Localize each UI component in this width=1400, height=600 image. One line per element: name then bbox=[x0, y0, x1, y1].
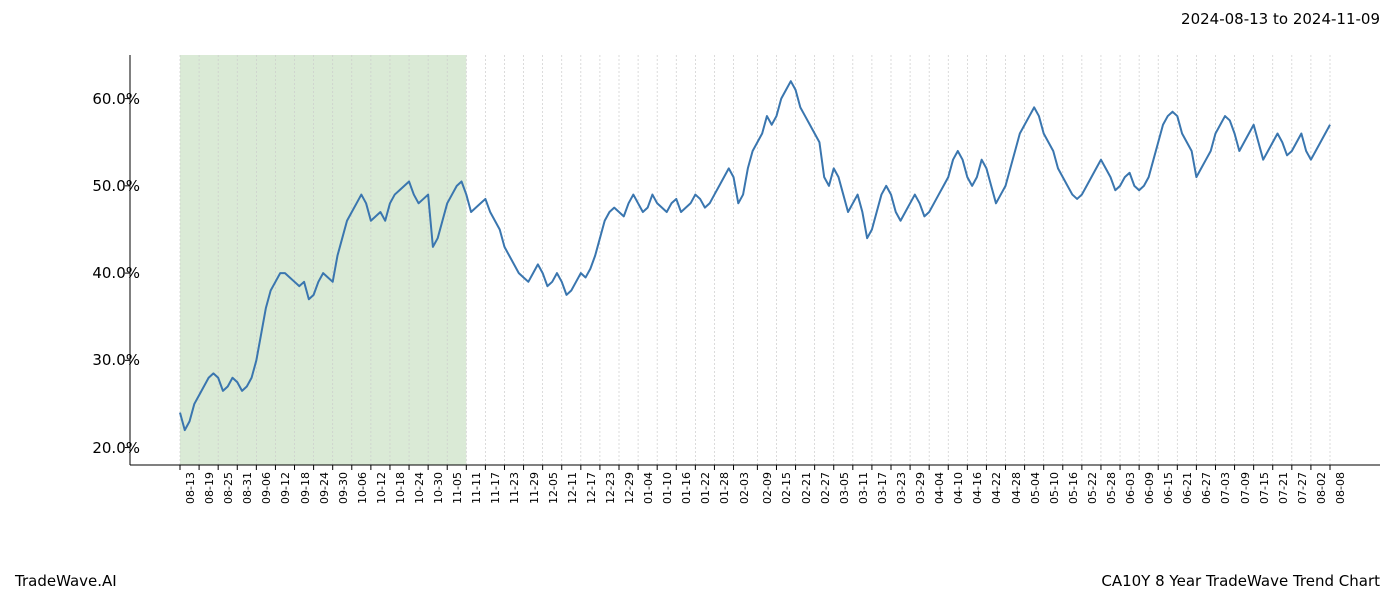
x-tick-label: 12-17 bbox=[585, 472, 598, 504]
x-tick-label: 09-06 bbox=[260, 472, 273, 504]
x-tick-label: 11-17 bbox=[489, 472, 502, 504]
x-tick-label: 09-24 bbox=[318, 472, 331, 504]
x-tick-label: 12-29 bbox=[623, 472, 636, 504]
x-tick-label: 03-29 bbox=[914, 472, 927, 504]
x-tick-label: 11-23 bbox=[508, 472, 521, 504]
x-tick-label: 06-27 bbox=[1200, 472, 1213, 504]
x-tick-label: 05-04 bbox=[1029, 472, 1042, 504]
x-tick-label: 08-08 bbox=[1334, 472, 1347, 504]
x-tick-label: 04-04 bbox=[933, 472, 946, 504]
x-tick-label: 09-12 bbox=[279, 472, 292, 504]
x-tick-label: 09-18 bbox=[299, 472, 312, 504]
brand-label: TradeWave.AI bbox=[15, 572, 117, 590]
x-tick-label: 06-21 bbox=[1181, 472, 1194, 504]
y-tick-label: 20.0% bbox=[80, 439, 140, 457]
x-tick-label: 11-29 bbox=[528, 472, 541, 504]
highlight-band bbox=[180, 55, 466, 465]
x-tick-label: 01-04 bbox=[642, 472, 655, 504]
x-tick-label: 02-15 bbox=[780, 472, 793, 504]
x-tick-label: 03-05 bbox=[838, 472, 851, 504]
x-tick-label: 08-31 bbox=[241, 472, 254, 504]
x-tick-label: 01-28 bbox=[718, 472, 731, 504]
x-tick-label: 08-02 bbox=[1315, 472, 1328, 504]
x-tick-label: 05-28 bbox=[1105, 472, 1118, 504]
x-tick-label: 03-11 bbox=[857, 472, 870, 504]
y-tick-label: 50.0% bbox=[80, 177, 140, 195]
x-tick-label: 10-06 bbox=[356, 472, 369, 504]
x-tick-label: 07-27 bbox=[1296, 472, 1309, 504]
x-tick-label: 04-10 bbox=[952, 472, 965, 504]
x-tick-label: 09-30 bbox=[337, 472, 350, 504]
x-tick-label: 05-10 bbox=[1048, 472, 1061, 504]
x-tick-label: 10-18 bbox=[394, 472, 407, 504]
x-tick-label: 07-15 bbox=[1258, 472, 1271, 504]
x-tick-label: 04-22 bbox=[990, 472, 1003, 504]
x-tick-label: 04-28 bbox=[1010, 472, 1023, 504]
y-tick-label: 60.0% bbox=[80, 90, 140, 108]
x-tick-label: 01-22 bbox=[699, 472, 712, 504]
x-tick-label: 11-11 bbox=[470, 472, 483, 504]
x-tick-label: 02-21 bbox=[800, 472, 813, 504]
x-tick-label: 08-19 bbox=[203, 472, 216, 504]
x-tick-label: 07-21 bbox=[1277, 472, 1290, 504]
x-tick-label: 12-23 bbox=[604, 472, 617, 504]
x-tick-label: 07-03 bbox=[1219, 472, 1232, 504]
x-tick-label: 01-16 bbox=[680, 472, 693, 504]
x-tick-label: 03-17 bbox=[876, 472, 889, 504]
x-tick-label: 02-09 bbox=[761, 472, 774, 504]
x-tick-label: 07-09 bbox=[1239, 472, 1252, 504]
x-tick-label: 11-05 bbox=[451, 472, 464, 504]
x-tick-label: 10-30 bbox=[432, 472, 445, 504]
x-tick-label: 03-23 bbox=[895, 472, 908, 504]
trend-chart bbox=[130, 55, 1380, 465]
x-tick-label: 01-10 bbox=[661, 472, 674, 504]
chart-svg bbox=[130, 55, 1380, 465]
x-tick-label: 08-13 bbox=[184, 472, 197, 504]
x-tick-label: 10-24 bbox=[413, 472, 426, 504]
x-tick-label: 02-03 bbox=[738, 472, 751, 504]
x-tick-label: 06-09 bbox=[1143, 472, 1156, 504]
x-tick-label: 05-16 bbox=[1067, 472, 1080, 504]
chart-title-label: CA10Y 8 Year TradeWave Trend Chart bbox=[1101, 572, 1380, 590]
y-tick-label: 40.0% bbox=[80, 264, 140, 282]
x-tick-label: 12-11 bbox=[566, 472, 579, 504]
x-tick-label: 04-16 bbox=[971, 472, 984, 504]
date-range-label: 2024-08-13 to 2024-11-09 bbox=[1181, 10, 1380, 28]
x-tick-label: 06-03 bbox=[1124, 472, 1137, 504]
x-tick-label: 06-15 bbox=[1162, 472, 1175, 504]
x-tick-label: 05-22 bbox=[1086, 472, 1099, 504]
x-tick-label: 12-05 bbox=[547, 472, 560, 504]
x-tick-label: 02-27 bbox=[819, 472, 832, 504]
x-tick-label: 08-25 bbox=[222, 472, 235, 504]
x-tick-label: 10-12 bbox=[375, 472, 388, 504]
y-tick-label: 30.0% bbox=[80, 351, 140, 369]
